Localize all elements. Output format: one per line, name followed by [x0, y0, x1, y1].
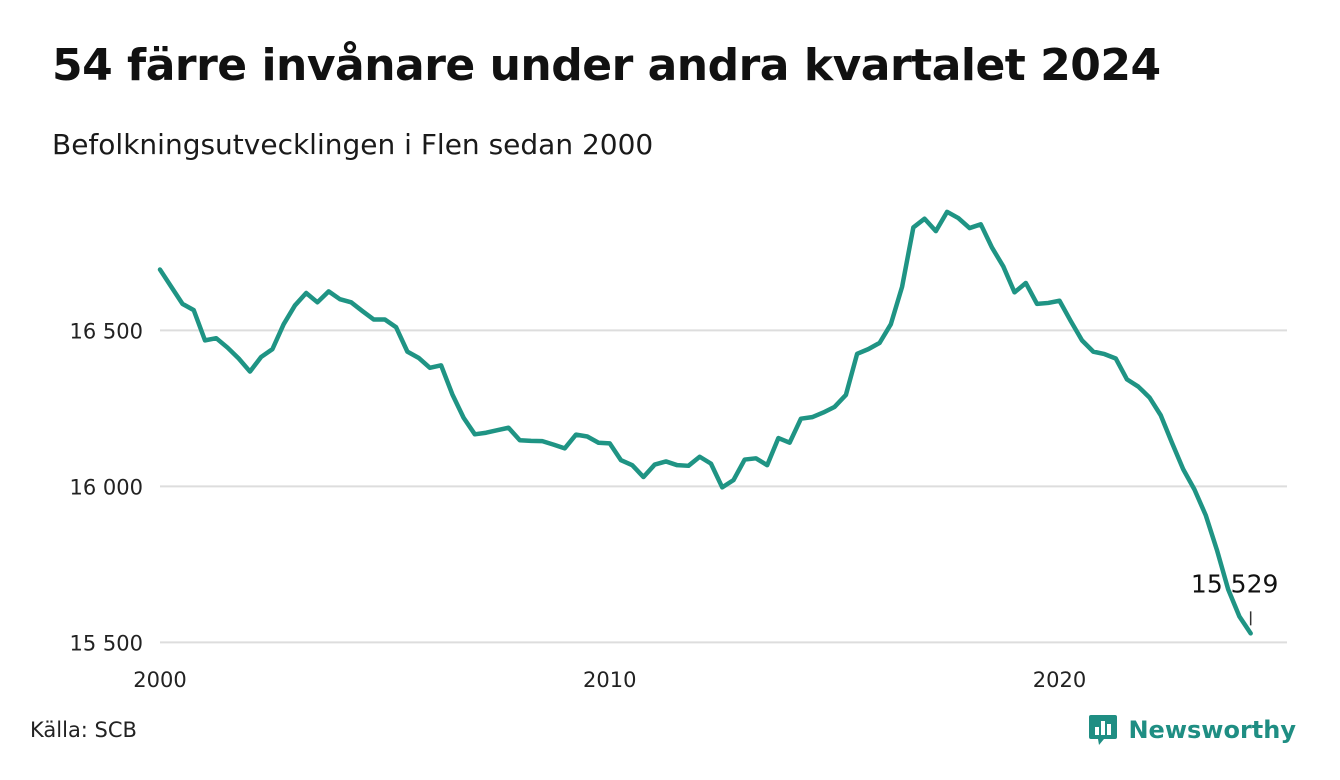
- x-tick-label: 2010: [583, 668, 636, 692]
- y-tick-label: 16 000: [70, 475, 143, 499]
- annotation-layer: 15 529: [1191, 569, 1278, 626]
- brand-logo[interactable]: Newsworthy: [1088, 713, 1296, 747]
- chart-subtitle: Befolkningsutvecklingen i Flen sedan 200…: [52, 128, 654, 161]
- brand-name: Newsworthy: [1128, 716, 1296, 744]
- x-tick-label: 2000: [133, 668, 186, 692]
- y-tick-label: 16 500: [70, 319, 143, 343]
- source-note: Källa: SCB: [30, 718, 137, 742]
- y-axis-ticks: 15 500 16 000 16 500: [70, 319, 143, 655]
- bar-chart-icon: [1089, 715, 1118, 745]
- line-chart: 15 500 16 000 16 500 2000 2010 2020 15 529: [70, 209, 1287, 692]
- x-tick-label: 2020: [1033, 668, 1086, 692]
- x-axis-ticks: 2000 2010 2020: [133, 668, 1086, 692]
- series-layer: [157, 209, 1253, 636]
- y-tick-label: 15 500: [70, 631, 143, 655]
- last-value-label: 15 529: [1191, 569, 1278, 598]
- chart-title: 54 färre invånare under andra kvartalet …: [52, 40, 1161, 91]
- series-line: [157, 209, 1253, 636]
